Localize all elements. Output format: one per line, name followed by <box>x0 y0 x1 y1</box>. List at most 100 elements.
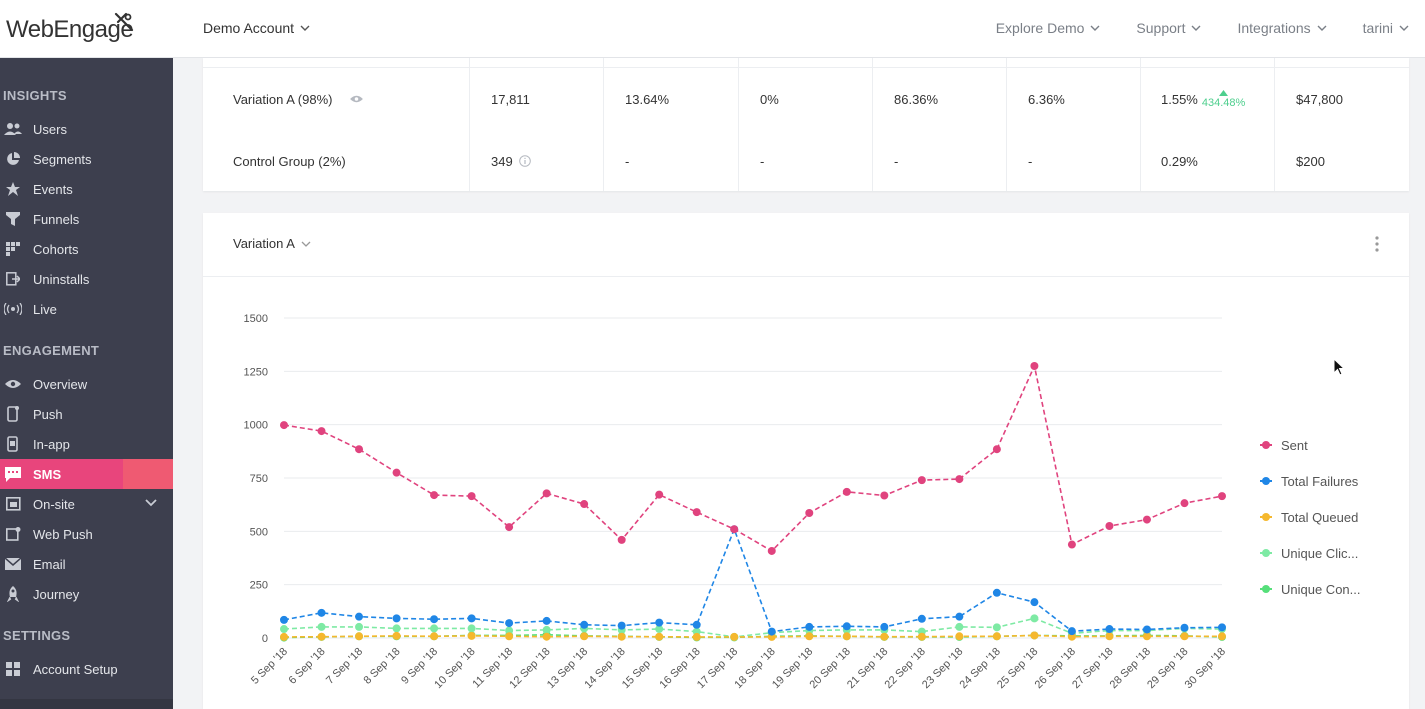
data-point <box>880 632 889 641</box>
data-point <box>580 620 589 629</box>
sidebar-item-users[interactable]: Users <box>0 114 173 144</box>
x-tick-label: 6 Sep '18 <box>287 646 328 687</box>
account-switcher[interactable]: Demo Account <box>203 20 310 36</box>
phone-icon <box>4 435 22 453</box>
divider <box>1006 58 1007 191</box>
variation-dropdown[interactable]: Variation A <box>233 236 311 251</box>
table-cell: 86.36% <box>894 91 939 107</box>
sidebar-item-label: Cohorts <box>33 241 79 257</box>
data-point <box>1218 492 1226 501</box>
legend-item[interactable]: Total Queued <box>1260 499 1361 535</box>
data-point <box>655 490 664 499</box>
table-cell-value: 1.55% <box>1161 91 1198 107</box>
webengage-logo[interactable]: WebEngage <box>6 12 134 46</box>
data-point <box>842 622 851 631</box>
more-options-icon[interactable] <box>1373 235 1381 253</box>
table-cell-with-info: 349 <box>491 130 531 192</box>
sidebar-item-live[interactable]: Live <box>0 294 173 324</box>
nav-user-menu[interactable]: tarini <box>1363 20 1409 36</box>
legend-label: Total Queued <box>1281 509 1359 525</box>
chevron-down-icon[interactable] <box>145 498 157 508</box>
sidebar-item-uninstalls[interactable]: Uninstalls <box>0 264 173 294</box>
data-point <box>1180 499 1189 508</box>
data-point <box>617 632 626 641</box>
legend-item[interactable]: Unique Con... <box>1260 571 1361 607</box>
line-chart: 0 250 500 750 1000 1250 1500 5 Sep '186 Sep '18… <box>244 313 1229 691</box>
legend-item[interactable]: Total Failures <box>1260 463 1361 499</box>
table-cell: - <box>894 153 899 169</box>
data-point <box>317 632 326 641</box>
data-point <box>317 622 326 631</box>
sidebar-item-web-push[interactable]: Web Push <box>0 519 173 549</box>
section-title-insights: INSIGHTS <box>3 88 67 103</box>
sidebar-item-in-app[interactable]: In-app <box>0 429 173 459</box>
sidebar-item-label: SMS <box>33 466 62 482</box>
data-point <box>317 608 326 617</box>
sidebar-item-sms[interactable]: SMS <box>0 459 173 489</box>
legend-label: Total Failures <box>1281 473 1359 489</box>
x-tick-label: 8 Sep '18 <box>362 646 403 687</box>
data-point <box>992 588 1001 597</box>
data-point <box>1067 540 1076 549</box>
data-point <box>917 614 926 623</box>
legend-item[interactable]: Sent <box>1260 427 1361 463</box>
data-point <box>542 489 551 498</box>
data-point <box>1105 632 1114 641</box>
data-point <box>467 492 476 501</box>
data-point <box>280 615 288 624</box>
data-point <box>955 632 964 641</box>
x-tick-label: 7 Sep '18 <box>324 646 365 687</box>
legend-item[interactable]: Unique Clic... <box>1260 535 1361 571</box>
series-line <box>283 363 1223 552</box>
sidebar-item-push[interactable]: Push <box>0 399 173 429</box>
data-point <box>880 622 889 631</box>
sidebar-item-events[interactable]: Events <box>0 174 173 204</box>
section-title-engagement: ENGAGEMENT <box>3 343 100 358</box>
chart-card-header: Variation A <box>203 213 1409 277</box>
data-point <box>955 612 964 621</box>
divider <box>1274 58 1275 191</box>
sidebar-item-email[interactable]: Email <box>0 549 173 579</box>
sidebar-item-segments[interactable]: Segments <box>0 144 173 174</box>
y-tick-label: 500 <box>250 526 268 538</box>
pie-icon <box>4 150 22 168</box>
x-tick-label: 10 Sep '18 <box>432 646 477 691</box>
sidebar-item-account-setup[interactable]: Account Setup <box>0 654 173 684</box>
chevron-down-icon <box>300 25 310 31</box>
lift-value: 434.48% <box>1201 96 1246 109</box>
table-cell: - <box>760 153 765 169</box>
data-point <box>280 625 288 634</box>
data-point <box>730 632 739 641</box>
sidebar-item-funnels[interactable]: Funnels <box>0 204 173 234</box>
sidebar-item-label: Live <box>33 301 57 317</box>
data-point <box>355 622 364 631</box>
eye-icon <box>4 375 22 393</box>
table-cell: $200 <box>1296 153 1325 169</box>
nav-integrations[interactable]: Integrations <box>1237 20 1327 36</box>
data-point <box>992 632 1001 641</box>
nav-explore-demo[interactable]: Explore Demo <box>996 20 1101 36</box>
table-cell: 13.64% <box>625 91 670 107</box>
data-point <box>805 632 814 641</box>
sidebar-item-label: Events <box>33 181 73 197</box>
variation-dropdown-label: Variation A <box>233 236 295 251</box>
data-point <box>955 475 964 484</box>
nav-explore-demo-label: Explore Demo <box>995 20 1085 36</box>
nav-support[interactable]: Support <box>1136 20 1201 36</box>
sidebar-item-journey[interactable]: Journey <box>0 579 173 609</box>
data-point <box>1180 632 1189 641</box>
phone-icon <box>4 405 22 423</box>
info-icon[interactable] <box>518 155 531 167</box>
data-point <box>280 421 288 430</box>
legend-label: Sent <box>1281 437 1308 453</box>
sidebar-item-label: On-site <box>33 496 75 512</box>
sidebar-item-cohorts[interactable]: Cohorts <box>0 234 173 264</box>
eye-icon[interactable] <box>350 95 364 103</box>
data-point <box>580 632 589 641</box>
sidebar-item-label: Journey <box>33 586 80 602</box>
data-point <box>1030 614 1039 623</box>
table-row: Control Group (2%) 349 - - - - 0.29% $20… <box>203 130 1409 192</box>
sidebar-item-on-site[interactable]: On-site <box>0 489 173 519</box>
sidebar-item-overview[interactable]: Overview <box>0 369 173 399</box>
data-point <box>805 622 814 631</box>
